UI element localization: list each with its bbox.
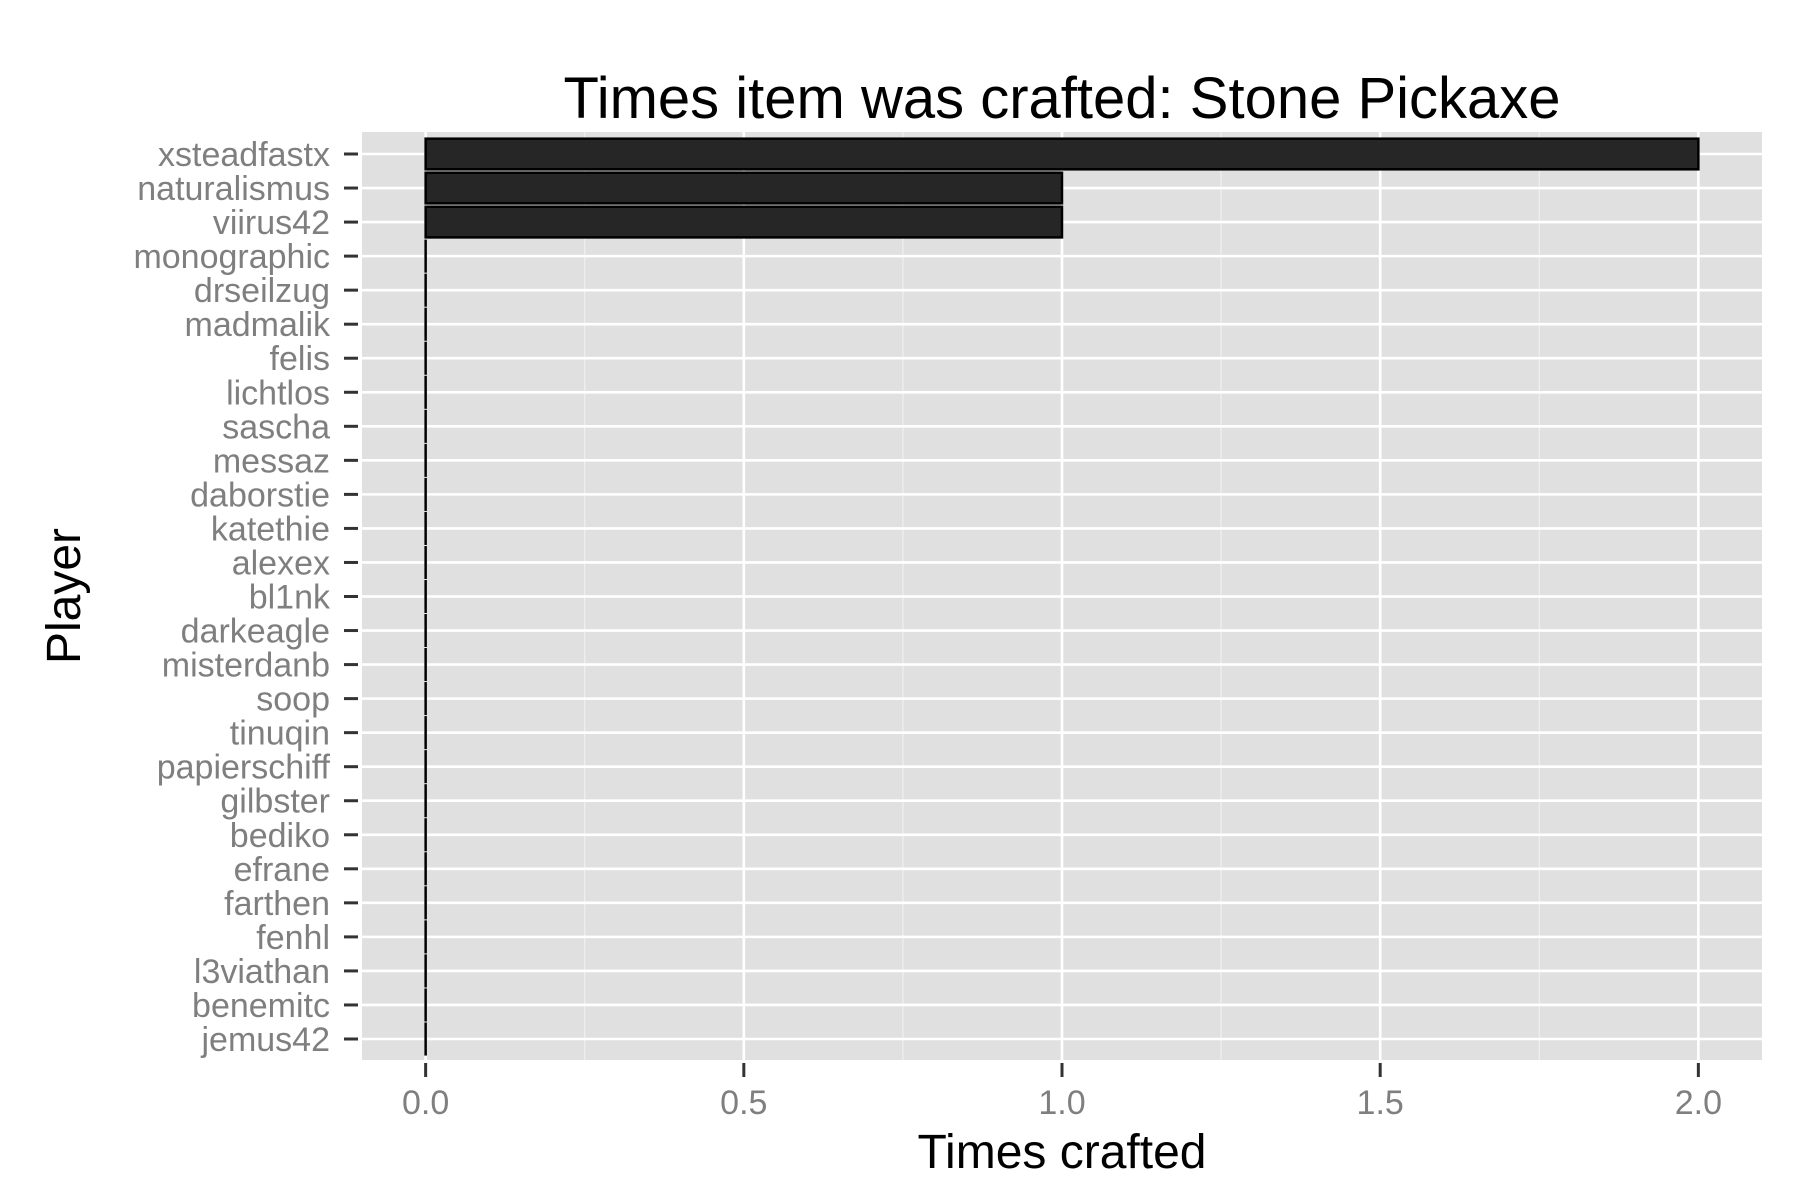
y-tick-label: tinuqin — [230, 715, 330, 753]
y-tick-label: jemus42 — [200, 1021, 330, 1059]
x-tick-label: 1.0 — [1038, 1084, 1085, 1122]
chart-title: Times item was crafted: Stone Pickaxe — [563, 66, 1560, 131]
x-tick-label: 2.0 — [1675, 1084, 1722, 1122]
y-tick-label: naturalismus — [137, 170, 330, 208]
bars — [424, 137, 1700, 1056]
y-tick-label: katethie — [211, 510, 330, 548]
y-tick-label: farthen — [224, 885, 330, 923]
y-tick-label: papierschiff — [157, 749, 331, 787]
y-tick-label: misterdanb — [162, 647, 330, 685]
y-tick-label: xsteadfastx — [158, 136, 330, 174]
y-tick-label: felis — [270, 340, 330, 378]
y-tick-label: drseilzug — [194, 272, 330, 310]
y-tick-label: alexex — [232, 544, 330, 582]
x-tick-label: 0.0 — [402, 1084, 449, 1122]
bar-naturalismus — [424, 171, 1064, 205]
y-tick-label: l3viathan — [194, 953, 330, 991]
y-tick-label: sascha — [222, 408, 330, 446]
y-tick-label: daborstie — [190, 476, 330, 514]
y-tick-label: madmalik — [185, 306, 331, 344]
x-tick-label: 0.5 — [720, 1084, 767, 1122]
bar-xsteadfastx — [424, 137, 1700, 171]
x-tick-label: 1.5 — [1357, 1084, 1404, 1122]
x-axis-title: Times crafted — [918, 1126, 1207, 1179]
y-tick-label: lichtlos — [226, 374, 330, 412]
y-tick-label: efrane — [234, 851, 330, 889]
y-tick-label: fenhl — [256, 919, 330, 957]
y-tick-label: bediko — [230, 817, 330, 855]
y-tick-label: bl1nk — [249, 579, 331, 617]
y-tick-label: gilbster — [220, 783, 330, 821]
y-tick-label: benemitc — [192, 987, 330, 1025]
y-tick-label: darkeagle — [181, 613, 330, 651]
y-axis-title: Player — [38, 528, 91, 664]
y-tick-label: soop — [256, 681, 330, 719]
x-axis: 0.0 0.5 1.0 1.5 2.0 — [402, 1063, 1722, 1122]
y-tick-label: viirus42 — [213, 204, 330, 242]
y-axis: xsteadfastxnaturalismusviirus42monograph… — [133, 136, 358, 1059]
y-tick-label: messaz — [213, 442, 330, 480]
y-tick-label: monographic — [133, 238, 330, 276]
bar-viirus42 — [424, 205, 1064, 239]
